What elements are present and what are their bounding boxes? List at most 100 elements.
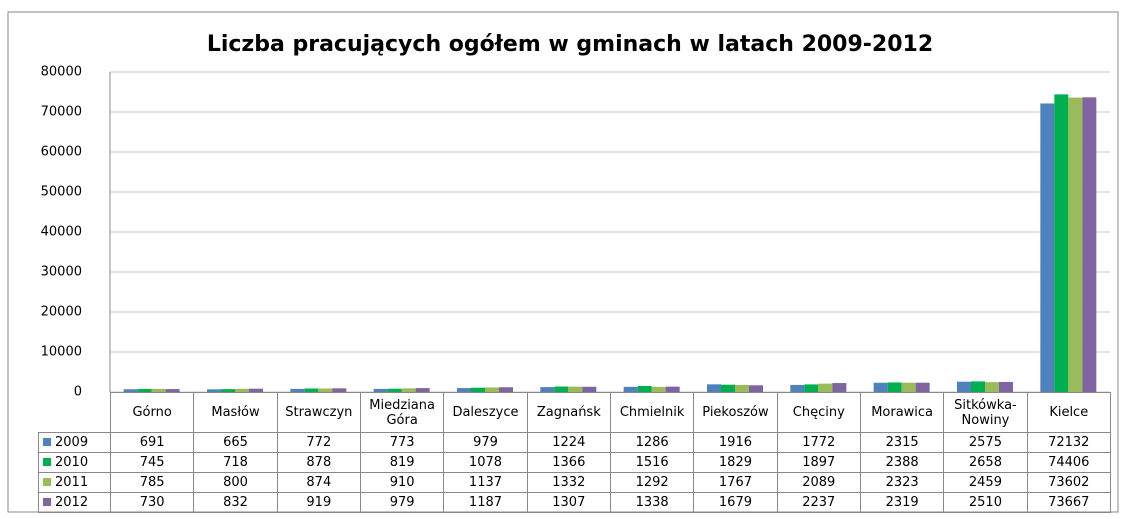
- bar: [165, 389, 180, 392]
- data-label: 2089: [776, 472, 861, 493]
- bar: [749, 385, 763, 392]
- y-tick-label: 40000: [41, 225, 82, 240]
- bar: [290, 388, 305, 392]
- x-tick-label: Masłów: [193, 392, 278, 433]
- data-label: 874: [276, 472, 361, 493]
- bar: [985, 382, 999, 392]
- bar: [832, 383, 847, 392]
- bar: [818, 383, 833, 392]
- data-label: 2510: [943, 492, 1028, 513]
- bar: [957, 381, 971, 392]
- chart-title: Liczba pracujących ogółem w gminach w la…: [207, 32, 933, 57]
- legend-swatch: [43, 458, 51, 466]
- data-label: 1292: [609, 472, 695, 493]
- bar: [1040, 103, 1055, 393]
- data-label: 2323: [859, 472, 945, 493]
- data-label: 72132: [1026, 432, 1111, 453]
- bar: [540, 387, 555, 392]
- legend-swatch: [43, 498, 51, 506]
- bar: [623, 386, 638, 392]
- bar: [804, 384, 819, 392]
- y-tick-label: 30000: [41, 265, 82, 280]
- bar: [387, 388, 402, 392]
- y-tick-label: 60000: [41, 145, 82, 160]
- data-label: 73667: [1026, 492, 1111, 513]
- data-label: 1897: [776, 452, 861, 473]
- data-label: 2319: [859, 492, 945, 513]
- legend-swatch: [43, 478, 51, 486]
- data-label: 1224: [526, 432, 611, 453]
- x-tick-label: Strawczyn: [276, 392, 361, 433]
- header-row: Górno Masłów Strawczyn Miedziana Góra Dalesz…: [38, 392, 1111, 433]
- bar: [415, 388, 430, 392]
- legend-label: 2011: [55, 475, 89, 490]
- series-row: 2010 745 718 878 819 1078 1366 1516 1829 1897 2388…: [38, 452, 1111, 473]
- legend-label: 2010: [55, 455, 89, 470]
- bar: [999, 381, 1013, 392]
- bar: [304, 388, 319, 392]
- data-label: 2388: [859, 452, 945, 473]
- bar: [249, 388, 263, 392]
- bar: [582, 386, 597, 392]
- bar: [971, 381, 985, 392]
- bar: [1082, 97, 1097, 392]
- legend-label: 2012: [55, 495, 89, 510]
- legend-entry: 2011: [38, 472, 111, 493]
- bar: [665, 386, 680, 392]
- data-label: 1916: [693, 432, 778, 453]
- data-label: 2315: [859, 432, 945, 453]
- data-label: 819: [359, 452, 445, 473]
- data-label: 785: [109, 472, 195, 493]
- bar: [735, 384, 749, 392]
- bar: [373, 388, 388, 392]
- bar: [207, 389, 221, 392]
- data-label: 1772: [776, 432, 861, 453]
- bar: [485, 387, 499, 392]
- series-row: 2009 691 665 772 773 979 1224 1286 1916 1772 2315 2…: [38, 432, 1111, 453]
- bar: [318, 388, 333, 392]
- y-tick-label: 0: [74, 385, 82, 400]
- y-tick-label: 50000: [41, 185, 82, 200]
- bar: [401, 388, 416, 392]
- corner-cell: [38, 392, 111, 433]
- bar: [235, 388, 249, 392]
- data-label: 1767: [693, 472, 778, 493]
- x-tick-label: Sitkówka-Nowiny: [943, 392, 1028, 433]
- y-tick-label: 10000: [41, 345, 82, 360]
- x-tick-label: Górno: [109, 392, 195, 433]
- bar: [637, 385, 652, 392]
- bar: [221, 389, 235, 392]
- y-tick-label: 80000: [41, 65, 82, 80]
- bar: [887, 382, 902, 392]
- data-label: 1187: [443, 492, 528, 513]
- data-label: 718: [193, 452, 278, 473]
- data-label: 832: [193, 492, 278, 513]
- data-label: 745: [109, 452, 195, 473]
- x-tick-label: Chęciny: [776, 392, 861, 433]
- x-tick-label: Miedziana Góra: [359, 392, 445, 433]
- data-label: 691: [109, 432, 195, 453]
- data-label: 665: [193, 432, 278, 453]
- bar: [499, 387, 513, 392]
- data-label: 1332: [526, 472, 611, 493]
- data-label: 910: [359, 472, 445, 493]
- data-label: 73602: [1026, 472, 1111, 493]
- bar: [790, 384, 805, 392]
- data-label: 878: [276, 452, 361, 473]
- legend-swatch: [43, 438, 51, 446]
- bar: [151, 388, 166, 392]
- bar: [332, 388, 347, 392]
- data-label: 1366: [526, 452, 611, 473]
- series-row: 2011 785 800 874 910 1137 1332 1292 1767 2089 2323…: [38, 472, 1111, 493]
- bar: [1054, 94, 1069, 392]
- data-label: 979: [443, 432, 528, 453]
- x-tick-label: Kielce: [1026, 392, 1111, 433]
- data-label: 2658: [943, 452, 1028, 473]
- legend-label: 2009: [55, 435, 89, 450]
- bar: [123, 389, 138, 392]
- x-tick-label: Zagnańsk: [526, 392, 611, 433]
- y-tick-label: 70000: [41, 105, 82, 120]
- bar: [554, 386, 569, 392]
- data-label: 2237: [776, 492, 861, 513]
- data-label: 74406: [1026, 452, 1111, 473]
